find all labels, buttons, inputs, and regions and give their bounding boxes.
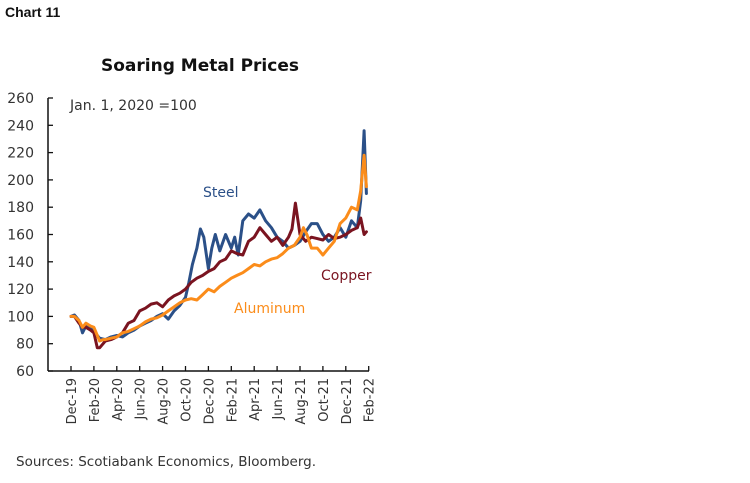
y-tick-label: 140: [7, 255, 34, 271]
sources-note: Sources: Scotiabank Economics, Bloomberg…: [16, 454, 316, 470]
chart-title: Soaring Metal Prices: [101, 56, 299, 76]
y-tick-label: 60: [16, 364, 34, 380]
x-tick-label: Dec-19: [65, 378, 80, 424]
series-line-steel: [69, 129, 368, 342]
x-tick-label: Dec-20: [202, 378, 217, 424]
x-tick-label: Aug-21: [294, 378, 309, 425]
y-tick-label: 180: [7, 200, 34, 216]
y-tick-label: 100: [7, 309, 34, 325]
x-tick-label: Dec-21: [340, 378, 355, 424]
y-tick-label: 120: [7, 282, 34, 298]
x-tick-label: Feb-20: [88, 378, 103, 422]
series-line-copper: [69, 201, 368, 350]
y-tick-label: 240: [7, 118, 34, 134]
x-tick-label: Jun-21: [271, 378, 286, 421]
y-tick-label: 160: [7, 228, 34, 244]
y-tick-label: 200: [7, 173, 34, 189]
y-axis: 60 80 100 120 140 160 180 200 220 240 260: [7, 91, 53, 380]
y-tick-label: 260: [7, 91, 34, 107]
x-tick-label: Aug-20: [157, 378, 172, 425]
series-label-steel: Steel: [203, 185, 239, 201]
y-tick-label: 80: [16, 337, 34, 353]
x-tick-label: Jun-20: [134, 378, 149, 421]
x-tick-label: Oct-21: [317, 378, 332, 422]
x-tick-label: Apr-20: [111, 378, 126, 421]
chart-annotation: Jan. 1, 2020 =100: [69, 98, 197, 114]
x-axis: Dec-19 Feb-20 Apr-20 Jun-20 Aug-20 Oct-20 Dec-…: [65, 366, 378, 425]
series-label-copper: Copper: [321, 268, 372, 284]
x-tick-label: Feb-21: [225, 378, 240, 422]
y-tick-label: 220: [7, 146, 34, 162]
series-label-aluminum: Aluminum: [234, 301, 305, 317]
chart-number: Chart 11: [5, 4, 61, 20]
x-tick-label: Apr-21: [248, 378, 263, 421]
x-tick-label: Oct-20: [180, 378, 195, 422]
series-lines: [69, 129, 368, 350]
x-tick-label: Feb-22: [363, 378, 378, 422]
series-line-aluminum: [69, 153, 368, 343]
